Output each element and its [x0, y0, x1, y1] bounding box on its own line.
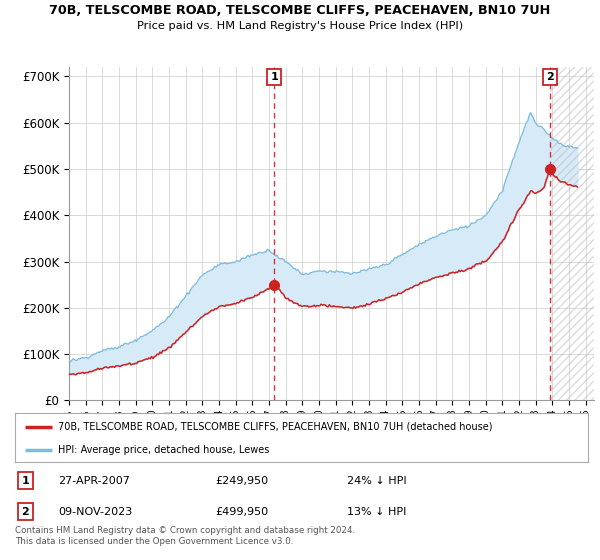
Text: Price paid vs. HM Land Registry's House Price Index (HPI): Price paid vs. HM Land Registry's House …	[137, 21, 463, 31]
Text: 27-APR-2007: 27-APR-2007	[58, 475, 130, 486]
Text: 70B, TELSCOMBE ROAD, TELSCOMBE CLIFFS, PEACEHAVEN, BN10 7UH: 70B, TELSCOMBE ROAD, TELSCOMBE CLIFFS, P…	[49, 4, 551, 17]
Text: 2: 2	[22, 507, 29, 517]
Text: 1: 1	[271, 72, 278, 82]
Text: HPI: Average price, detached house, Lewes: HPI: Average price, detached house, Lewe…	[58, 445, 269, 455]
Text: Contains HM Land Registry data © Crown copyright and database right 2024.
This d: Contains HM Land Registry data © Crown c…	[15, 526, 355, 546]
Text: £249,950: £249,950	[215, 475, 269, 486]
Bar	[550, 67, 594, 400]
Text: 1: 1	[22, 475, 29, 486]
Text: 13% ↓ HPI: 13% ↓ HPI	[347, 507, 407, 517]
Text: 2: 2	[546, 72, 554, 82]
Text: 09-NOV-2023: 09-NOV-2023	[58, 507, 132, 517]
Text: £499,950: £499,950	[215, 507, 269, 517]
Text: 24% ↓ HPI: 24% ↓ HPI	[347, 475, 407, 486]
Text: 70B, TELSCOMBE ROAD, TELSCOMBE CLIFFS, PEACEHAVEN, BN10 7UH (detached house): 70B, TELSCOMBE ROAD, TELSCOMBE CLIFFS, P…	[58, 422, 493, 432]
